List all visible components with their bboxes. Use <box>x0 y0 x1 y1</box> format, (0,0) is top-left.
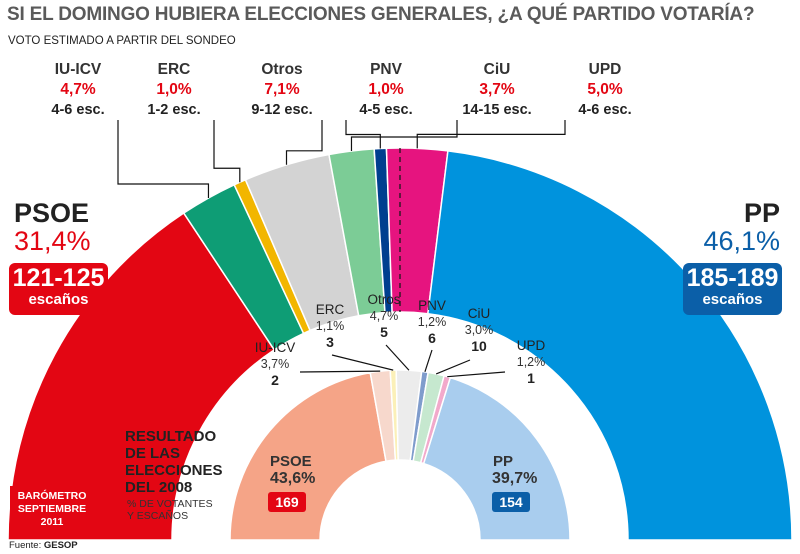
slice-pp-2008 <box>422 376 571 541</box>
psoe-pct: 31,4% <box>14 226 91 256</box>
leader-2008-pnv <box>424 349 433 373</box>
leader-upd <box>416 120 566 149</box>
leader-2008-ciu <box>435 359 471 375</box>
leader-erc <box>213 120 241 183</box>
result-2008-title: RESULTADO DE LAS ELECCIONES DEL 2008 <box>125 428 223 496</box>
pp-2008-name: PP <box>493 453 514 470</box>
chart-subtitle: VOTO ESTIMADO A PARTIR DEL SONDEO <box>8 35 236 47</box>
label-2008-ciu: CiU 3,0% 10 <box>464 306 494 354</box>
pp-pct: 46,1% <box>703 226 780 256</box>
slice-psoe <box>7 212 276 541</box>
leader-2008-erc <box>331 354 394 371</box>
label-upd: UPD 5,0% 4-6 esc. <box>578 61 632 118</box>
leader-lines <box>117 120 566 378</box>
result-2008-note: % DE VOTANTES Y ESCAÑOS <box>127 498 213 522</box>
leader-2008-iu-icv <box>299 370 381 373</box>
label-ciu: CiU 3,7% 14-15 esc. <box>462 61 532 118</box>
barometro-box <box>10 486 94 536</box>
label-2008-iu-icv: IU-ICV 3,7% 2 <box>254 340 296 388</box>
label-2008-pnv: PNV 1,2% 6 <box>417 298 447 346</box>
psoe-2008-seats: 169 <box>268 492 306 512</box>
psoe-2008-pct: 43,6% <box>270 470 316 487</box>
pp-2008-seats: 154 <box>492 492 530 512</box>
leader-2008-upd <box>447 371 506 378</box>
psoe-name: PSOE <box>14 198 90 228</box>
leader-otros <box>285 120 323 165</box>
slice-pp <box>427 150 793 541</box>
label-2008-upd: UPD 1,2% 1 <box>516 338 546 386</box>
label-erc: ERC 1,0% 1-2 esc. <box>147 61 201 118</box>
leader-iu-icv <box>117 120 210 198</box>
pp-name: PP <box>743 198 780 228</box>
source-note: Fuente: GESOP <box>9 540 78 551</box>
label-otros: Otros 7,1% 9-12 esc. <box>251 61 313 118</box>
pp-2008-pct: 39,7% <box>492 470 538 487</box>
psoe-seats-badge: 121-125 escaños <box>9 263 108 315</box>
leader-ciu <box>350 120 458 152</box>
psoe-2008-name: PSOE <box>270 453 312 470</box>
label-pnv: PNV 1,0% 4-5 esc. <box>359 61 413 118</box>
label-iu-icv: IU-ICV 4,7% 4-6 esc. <box>51 61 105 118</box>
barometro-label: BARÓMETRO SEPTIEMBRE 2011 <box>17 490 87 528</box>
label-2008-erc: ERC 1,1% 3 <box>315 302 345 350</box>
leader-2008-otros <box>385 344 410 371</box>
chart-title: SI EL DOMINGO HUBIERA ELECCIONES GENERAL… <box>7 4 755 25</box>
outer-ring <box>7 147 793 541</box>
leader-pnv <box>345 120 381 149</box>
label-2008-otros: Otros 4,7% 5 <box>367 292 401 340</box>
pp-seats-badge: 185-189 escaños <box>683 263 782 315</box>
